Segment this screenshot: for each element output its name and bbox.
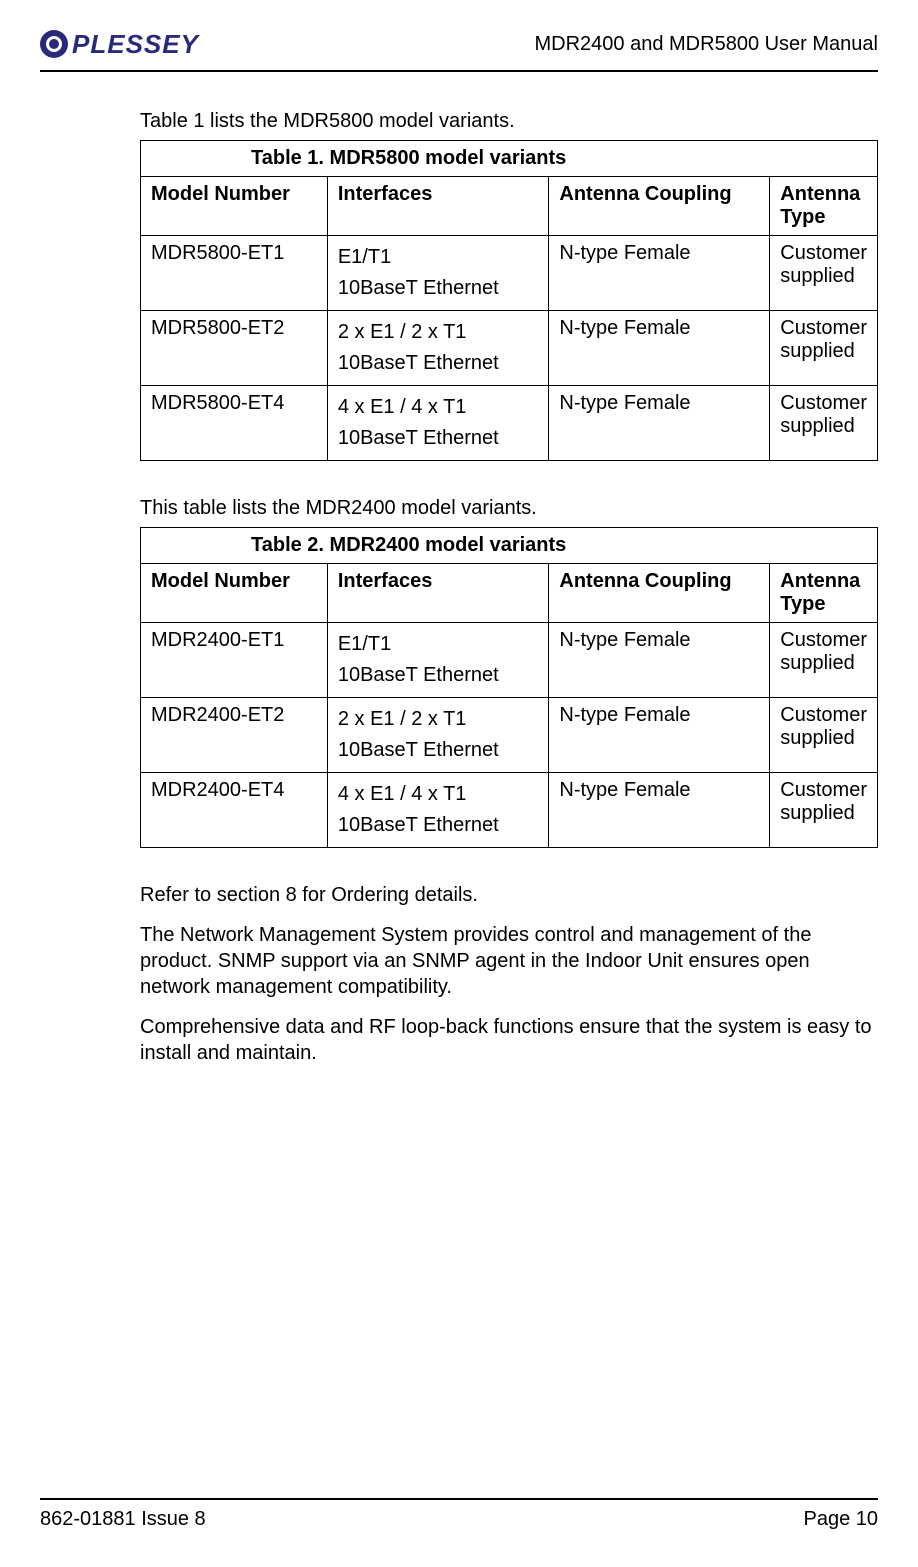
- content-area: Table 1 lists the MDR5800 model variants…: [140, 72, 878, 1066]
- document-title: MDR2400 and MDR5800 User Manual: [535, 33, 879, 56]
- col-interfaces: Interfaces: [327, 177, 549, 236]
- cell-coupling: N-type Female: [549, 236, 770, 311]
- col-antenna-type: Antenna Type: [770, 564, 878, 623]
- cell-model: MDR5800-ET1: [141, 236, 328, 311]
- table-mdr2400-variants: Table 2. MDR2400 model variants Model Nu…: [140, 527, 878, 848]
- table-row: MDR2400-ET2 2 x E1 / 2 x T1 10BaseT Ethe…: [141, 698, 878, 773]
- cell-interfaces: E1/T1 10BaseT Ethernet: [327, 236, 549, 311]
- page-header: PLESSEY MDR2400 and MDR5800 User Manual: [40, 24, 878, 64]
- interface-line: 10BaseT Ethernet: [338, 810, 539, 841]
- table-row: MDR5800-ET2 2 x E1 / 2 x T1 10BaseT Ethe…: [141, 311, 878, 386]
- cell-antenna: Customer supplied: [770, 698, 878, 773]
- cell-interfaces: 4 x E1 / 4 x T1 10BaseT Ethernet: [327, 386, 549, 461]
- interface-line: 10BaseT Ethernet: [338, 735, 539, 766]
- interface-line: E1/T1: [338, 242, 539, 273]
- cell-interfaces: E1/T1 10BaseT Ethernet: [327, 623, 549, 698]
- logo: PLESSEY: [40, 29, 199, 60]
- col-model-number: Model Number: [141, 564, 328, 623]
- cell-model: MDR2400-ET1: [141, 623, 328, 698]
- cell-antenna: Customer supplied: [770, 236, 878, 311]
- body-paragraph: Refer to section 8 for Ordering details.: [140, 882, 878, 908]
- table-row: MDR2400-ET4 4 x E1 / 4 x T1 10BaseT Ethe…: [141, 773, 878, 848]
- cell-antenna: Customer supplied: [770, 311, 878, 386]
- table-caption-row: Table 2. MDR2400 model variants: [141, 528, 878, 564]
- col-interfaces: Interfaces: [327, 564, 549, 623]
- table2-caption: Table 2. MDR2400 model variants: [141, 528, 878, 564]
- interface-line: 10BaseT Ethernet: [338, 423, 539, 454]
- footer-page-number: Page 10: [803, 1508, 878, 1531]
- col-antenna-coupling: Antenna Coupling: [549, 177, 770, 236]
- cell-coupling: N-type Female: [549, 623, 770, 698]
- logo-text: PLESSEY: [72, 29, 199, 60]
- table2-intro: This table lists the MDR2400 model varia…: [140, 495, 878, 521]
- interface-line: 10BaseT Ethernet: [338, 660, 539, 691]
- table-row: MDR5800-ET1 E1/T1 10BaseT Ethernet N-typ…: [141, 236, 878, 311]
- cell-model: MDR5800-ET4: [141, 386, 328, 461]
- interface-line: 4 x E1 / 4 x T1: [338, 779, 539, 810]
- col-antenna-coupling: Antenna Coupling: [549, 564, 770, 623]
- cell-interfaces: 4 x E1 / 4 x T1 10BaseT Ethernet: [327, 773, 549, 848]
- interface-line: 2 x E1 / 2 x T1: [338, 704, 539, 735]
- table1-intro: Table 1 lists the MDR5800 model variants…: [140, 108, 878, 134]
- body-paragraph: The Network Management System provides c…: [140, 922, 878, 1000]
- interface-line: 4 x E1 / 4 x T1: [338, 392, 539, 423]
- col-model-number: Model Number: [141, 177, 328, 236]
- table-header-row: Model Number Interfaces Antenna Coupling…: [141, 564, 878, 623]
- cell-interfaces: 2 x E1 / 2 x T1 10BaseT Ethernet: [327, 698, 549, 773]
- cell-model: MDR5800-ET2: [141, 311, 328, 386]
- interface-line: 10BaseT Ethernet: [338, 273, 539, 304]
- footer-doc-id: 862-01881 Issue 8: [40, 1508, 206, 1531]
- body-paragraph: Comprehensive data and RF loop-back func…: [140, 1014, 878, 1066]
- page: PLESSEY MDR2400 and MDR5800 User Manual …: [0, 0, 918, 1567]
- table-row: MDR2400-ET1 E1/T1 10BaseT Ethernet N-typ…: [141, 623, 878, 698]
- cell-antenna: Customer supplied: [770, 386, 878, 461]
- col-antenna-type: Antenna Type: [770, 177, 878, 236]
- page-footer: 862-01881 Issue 8 Page 10: [40, 1498, 878, 1531]
- table1-caption: Table 1. MDR5800 model variants: [141, 141, 878, 177]
- table-mdr5800-variants: Table 1. MDR5800 model variants Model Nu…: [140, 140, 878, 461]
- table-row: MDR5800-ET4 4 x E1 / 4 x T1 10BaseT Ethe…: [141, 386, 878, 461]
- interface-line: 2 x E1 / 2 x T1: [338, 317, 539, 348]
- cell-coupling: N-type Female: [549, 311, 770, 386]
- cell-antenna: Customer supplied: [770, 773, 878, 848]
- logo-icon: [40, 30, 68, 58]
- cell-interfaces: 2 x E1 / 2 x T1 10BaseT Ethernet: [327, 311, 549, 386]
- cell-coupling: N-type Female: [549, 698, 770, 773]
- cell-model: MDR2400-ET2: [141, 698, 328, 773]
- interface-line: E1/T1: [338, 629, 539, 660]
- interface-line: 10BaseT Ethernet: [338, 348, 539, 379]
- cell-antenna: Customer supplied: [770, 623, 878, 698]
- table-caption-row: Table 1. MDR5800 model variants: [141, 141, 878, 177]
- cell-coupling: N-type Female: [549, 386, 770, 461]
- cell-model: MDR2400-ET4: [141, 773, 328, 848]
- cell-coupling: N-type Female: [549, 773, 770, 848]
- table-header-row: Model Number Interfaces Antenna Coupling…: [141, 177, 878, 236]
